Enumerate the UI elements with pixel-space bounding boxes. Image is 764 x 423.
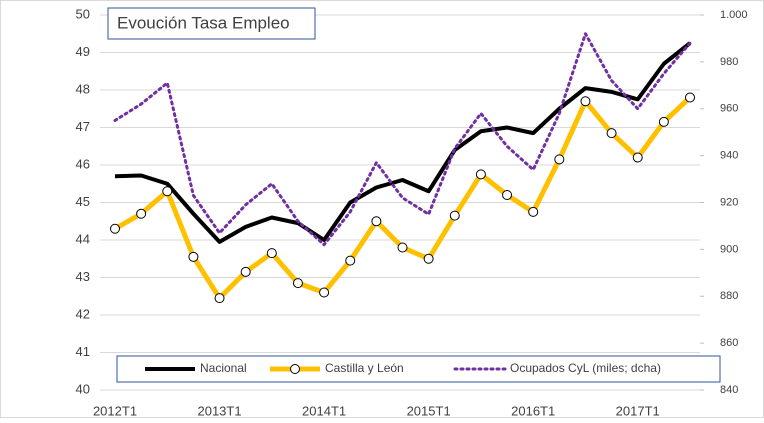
data-point: [685, 92, 695, 103]
x-tick-label: 2012T1: [93, 403, 137, 418]
data-point: [554, 154, 565, 165]
x-tick-label: 2015T1: [407, 403, 451, 418]
data-point: [345, 255, 356, 266]
data-point: [606, 128, 617, 139]
data-point: [136, 208, 147, 219]
legend-label: Nacional: [200, 361, 247, 375]
data-point: [266, 248, 277, 259]
x-tick-label: 2013T1: [197, 403, 241, 418]
data-point: [240, 266, 251, 277]
data-point: [423, 253, 434, 264]
title-box: [107, 7, 316, 40]
data-point: [214, 293, 225, 304]
y-tick-label: 44: [76, 231, 90, 246]
y2-tick-label: 980: [720, 56, 738, 68]
y2-tick-label: 940: [720, 150, 738, 162]
y-tick-label: 41: [76, 344, 90, 359]
y-tick-label: 49: [76, 44, 90, 59]
legend-label: Ocupados CyL (miles; dcha): [510, 361, 661, 375]
legend-label: Castilla y León: [325, 361, 404, 375]
y2-tick-label: 920: [720, 196, 738, 208]
y2-tick-label: 960: [720, 103, 738, 115]
y2-tick-label: 900: [720, 243, 738, 255]
legend-box: [116, 355, 721, 383]
y-tick-label: 42: [76, 306, 90, 321]
data-point: [292, 278, 303, 289]
x-tick-label: 2017T1: [616, 403, 660, 418]
data-point: [371, 216, 382, 227]
chart-title: Evoución Tasa Empleo: [117, 13, 290, 32]
y-tick-label: 40: [76, 381, 90, 396]
legend-marker: [290, 364, 300, 374]
y2-tick-label: 880: [720, 290, 738, 302]
y-tick-label: 48: [76, 81, 90, 96]
y-tick-label: 47: [76, 119, 90, 134]
data-point: [162, 186, 173, 197]
data-point: [397, 242, 408, 253]
data-point: [319, 287, 330, 298]
data-point: [658, 116, 669, 127]
data-point: [632, 152, 643, 163]
data-point: [188, 251, 199, 262]
y-tick-label: 45: [76, 194, 90, 209]
series-line: [114, 41, 692, 244]
x-tick-label: 2016T1: [511, 403, 555, 418]
y2-tick-label: 860: [720, 337, 738, 349]
y2-tick-label: 1.000: [720, 9, 748, 21]
x-tick-label: 2014T1: [302, 403, 346, 418]
y-tick-label: 43: [76, 269, 90, 284]
data-point: [528, 206, 539, 217]
y-tick-label: 46: [76, 156, 90, 171]
data-point: [110, 223, 120, 234]
data-point: [449, 210, 460, 221]
y-tick-label: 50: [76, 6, 90, 21]
data-point: [475, 169, 486, 180]
data-point: [580, 96, 591, 107]
data-point: [502, 190, 513, 200]
series-line: [113, 32, 692, 247]
y2-tick-label: 840: [720, 384, 738, 396]
